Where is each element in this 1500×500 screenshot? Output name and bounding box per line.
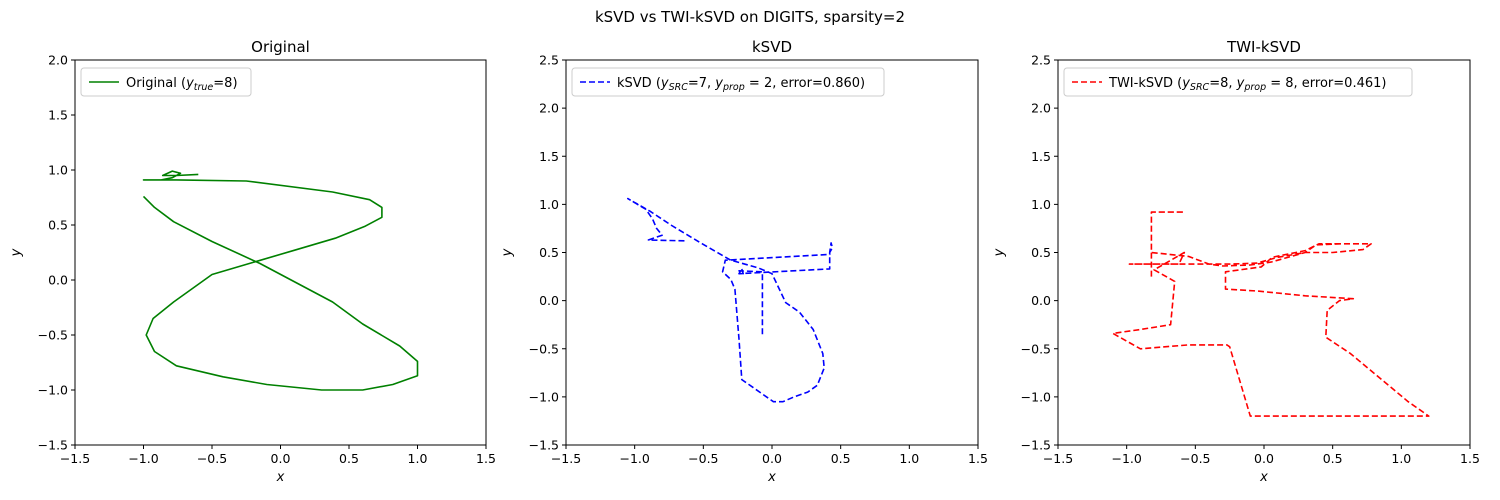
y-tick-label: −0.5 <box>529 341 559 356</box>
y-tick-label: −1.5 <box>38 438 68 453</box>
subplot-2: −1.5 −1.0 −0.5 0.0 0.5 1.0 1.5 −1.5 −1.0 −0.5 0.0 0… <box>500 38 988 485</box>
legend: kSVD (ySRC=7, yprop = 2, error=0.860) <box>571 67 885 97</box>
subplot-3: −1.5 −1.0 −0.5 0.0 0.5 1.0 1.5 −1.5 −1.0 −0.5 0.0 0… <box>992 38 1480 485</box>
y-tick-label: 1.5 <box>539 149 559 164</box>
y-tick-label: 0.5 <box>1031 245 1051 260</box>
y-tick-label: 0.0 <box>539 293 559 308</box>
y-tick-label: −1.5 <box>529 438 559 453</box>
x-tick-label: 0.0 <box>271 451 291 466</box>
figure-suptitle: kSVD vs TWI-kSVD on DIGITS, sparsity=2 <box>595 8 905 26</box>
subplot-title: TWI-kSVD <box>1226 38 1301 56</box>
legend: Original (ytrue=8) <box>80 67 252 97</box>
y-axis-label: y <box>500 248 515 257</box>
y-tick-label: 2.0 <box>1031 101 1051 116</box>
y-tick-label: 2.0 <box>539 101 559 116</box>
x-axis-label: x <box>276 470 285 485</box>
legend: TWI-kSVD (ySRC=8, yprop = 8, error=0.461… <box>1063 67 1413 97</box>
legend-box <box>571 67 885 97</box>
y-tick-label: 1.0 <box>539 197 559 212</box>
x-tick-label: 0.5 <box>831 451 851 466</box>
series-line-2-1 <box>626 197 834 403</box>
legend-mid1: =8) <box>213 76 237 91</box>
x-tick-label: −1.0 <box>1111 451 1141 466</box>
legend-math1_base: y <box>1181 76 1190 91</box>
subplot-title: kSVD <box>752 38 792 56</box>
legend-mid1: =8, <box>1209 76 1236 91</box>
y-tick-label: 1.5 <box>48 108 68 123</box>
y-axis-label: y <box>9 248 24 257</box>
legend-label: TWI-kSVD (ySRC=8, yprop = 8, error=0.461… <box>1108 76 1386 93</box>
y-tick-label: 1.0 <box>1031 197 1051 212</box>
legend-math1_base: y <box>660 76 669 91</box>
y-tick-label: −0.5 <box>1021 341 1051 356</box>
subplot-1: −1.5 −1.0 −0.5 0.0 0.5 1.0 1.5 −1.5 −1.0 −0.5 0.0 0… <box>9 38 496 485</box>
y-axis-label: y <box>992 248 1007 257</box>
x-axis-label: x <box>767 470 776 485</box>
axes-frame <box>565 59 979 446</box>
x-tick-label: 0.0 <box>762 451 782 466</box>
subplot-title: Original <box>251 38 310 56</box>
legend-box <box>80 67 252 97</box>
x-tick-label: 0.5 <box>1323 451 1343 466</box>
y-tick-label: 0.5 <box>539 245 559 260</box>
x-tick-label: 0.5 <box>339 451 359 466</box>
legend-prefix: kSVD ( <box>617 76 661 91</box>
x-tick-label: 1.0 <box>899 451 919 466</box>
legend-box <box>1063 67 1413 97</box>
y-tick-label: −1.5 <box>1021 438 1051 453</box>
legend-label: kSVD (ySRC=7, yprop = 2, error=0.860) <box>617 76 865 93</box>
legend-math2_base: y <box>714 76 723 91</box>
x-tick-label: −0.5 <box>1180 451 1210 466</box>
y-tick-label: 0.5 <box>48 218 68 233</box>
x-tick-label: −0.5 <box>688 451 718 466</box>
x-tick-label: −1.5 <box>1043 451 1073 466</box>
x-tick-label: −1.5 <box>551 451 581 466</box>
legend-prefix: TWI-kSVD ( <box>1108 76 1182 91</box>
x-tick-label: 1.0 <box>408 451 428 466</box>
y-tick-label: −1.0 <box>529 389 559 404</box>
axes-frame <box>1057 59 1471 446</box>
legend-math1_sub: SRC <box>669 82 689 93</box>
y-tick-label: −0.5 <box>38 328 68 343</box>
series-line-1-1 <box>142 170 419 391</box>
y-tick-label: 1.0 <box>48 163 68 178</box>
y-tick-label: 0.0 <box>48 273 68 288</box>
y-tick-label: 1.5 <box>1031 149 1051 164</box>
x-tick-label: −1.0 <box>128 451 158 466</box>
legend-math1_sub: true <box>194 82 214 93</box>
y-tick-label: −1.0 <box>1021 389 1051 404</box>
legend-math1_base: y <box>185 76 194 91</box>
y-tick-label: 0.0 <box>1031 293 1051 308</box>
legend-suffix: = 2, error=0.860) <box>745 76 865 91</box>
legend-math2_sub: prop <box>722 82 745 93</box>
legend-math2_base: y <box>1236 76 1245 91</box>
axes-frame <box>74 59 487 446</box>
legend-label: Original (ytrue=8) <box>126 76 238 93</box>
x-tick-label: 0.0 <box>1254 451 1274 466</box>
legend-mid1: =7, <box>688 76 715 91</box>
x-axis-label: x <box>1259 470 1268 485</box>
x-tick-label: 1.5 <box>968 451 988 466</box>
legend-suffix: = 8, error=0.461) <box>1266 76 1386 91</box>
legend-math1_sub: SRC <box>1190 82 1210 93</box>
legend-prefix: Original ( <box>126 76 186 91</box>
x-tick-label: −0.5 <box>197 451 227 466</box>
x-tick-label: 1.5 <box>1460 451 1480 466</box>
x-tick-label: −1.0 <box>619 451 649 466</box>
y-tick-label: 2.5 <box>1031 53 1051 68</box>
y-tick-label: −1.0 <box>38 383 68 398</box>
legend-math2_sub: prop <box>1243 82 1266 93</box>
y-tick-label: 2.0 <box>48 53 68 68</box>
x-tick-label: 1.0 <box>1391 451 1411 466</box>
y-tick-label: 2.5 <box>539 53 559 68</box>
x-tick-label: −1.5 <box>60 451 90 466</box>
x-tick-label: 1.5 <box>476 451 496 466</box>
series-line-3-1 <box>1112 211 1430 417</box>
